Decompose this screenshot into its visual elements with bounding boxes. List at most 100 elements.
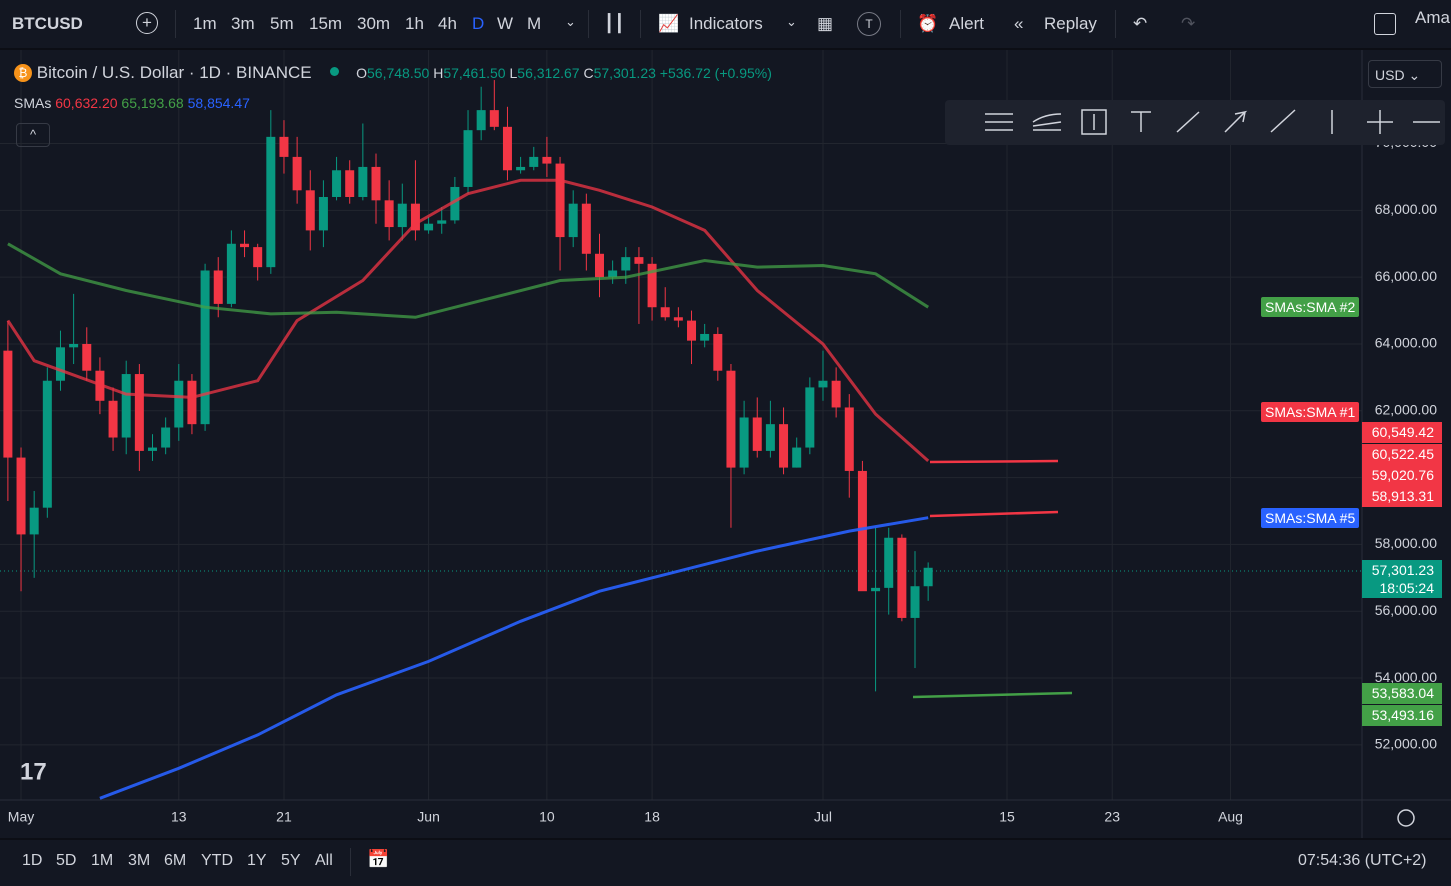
tool[interactable] xyxy=(1081,109,1107,135)
range[interactable]: 3M xyxy=(128,852,151,869)
indicators[interactable]: Indicators xyxy=(689,14,763,33)
candle-body xyxy=(29,507,39,535)
clock: 07:54:36 (UTC+2) xyxy=(1298,852,1427,869)
sma-line xyxy=(99,516,929,800)
y-tick-label: 56,000.00 xyxy=(1375,602,1437,618)
chart-type[interactable]: ┃┃ xyxy=(604,14,625,33)
interval[interactable]: 5m xyxy=(270,14,294,33)
drawing-toolbar xyxy=(945,100,1445,145)
interval[interactable]: M xyxy=(527,14,542,33)
y-tick-label: 66,000.00 xyxy=(1375,268,1437,284)
price-badge: 53,583.04 xyxy=(1362,683,1442,704)
add-symbol[interactable]: + xyxy=(136,12,158,34)
close: 57,301.23 xyxy=(593,65,656,81)
interval[interactable]: 30m xyxy=(357,14,391,33)
coin-icon: ₿ xyxy=(14,64,32,82)
y-tick-label: 54,000.00 xyxy=(1375,669,1437,685)
projection-line xyxy=(929,459,1059,464)
layouts[interactable]: ▦ xyxy=(817,14,834,33)
tool[interactable] xyxy=(1367,110,1393,134)
interval[interactable]: 1m xyxy=(193,14,217,33)
indicators-icon[interactable]: 📈 xyxy=(658,14,680,33)
date-range[interactable]: 📅 xyxy=(367,849,390,869)
settings-icon[interactable] xyxy=(1397,809,1415,827)
range[interactable]: 1D xyxy=(22,852,43,869)
interval[interactable]: 4h xyxy=(438,14,457,33)
candle-body xyxy=(752,417,762,451)
interval-dropdown[interactable]: ⌄ xyxy=(565,14,576,29)
price-badge: 57,301.23 18:05:24 xyxy=(1362,560,1442,598)
price-badge: 58,913.31 xyxy=(1362,486,1442,507)
candle-body xyxy=(660,307,670,318)
currency-select[interactable]: USD ⌄ xyxy=(1368,60,1442,88)
price-badge: 59,020.76 xyxy=(1362,465,1442,486)
candle-body xyxy=(818,380,828,388)
price-badge-text: 53,583.04 xyxy=(1371,685,1434,701)
candle-body xyxy=(529,156,539,167)
undo[interactable]: ↶ xyxy=(1133,14,1148,33)
templates[interactable]: T xyxy=(857,12,881,36)
replay[interactable]: Replay xyxy=(1044,14,1097,33)
low: 56,312.67 xyxy=(517,65,580,81)
price-badge-text: 58,913.31 xyxy=(1371,488,1434,504)
h-label: H xyxy=(433,65,444,81)
interval[interactable]: W xyxy=(497,14,514,33)
projection-line xyxy=(912,691,1073,699)
dropdown[interactable]: ⌄ xyxy=(786,14,797,29)
ohlc: O56,748.50 H57,461.50 L56,312.67 C57,301… xyxy=(356,65,772,81)
tool[interactable] xyxy=(1224,110,1248,133)
candle-body xyxy=(345,170,355,197)
candle-body xyxy=(397,203,407,228)
symbol[interactable]: BTCUSD xyxy=(12,14,83,33)
price-badge-text: 57,301.23 xyxy=(1371,562,1434,578)
collapse-button[interactable]: ^ xyxy=(16,123,50,147)
tool[interactable] xyxy=(1032,113,1062,131)
tool[interactable] xyxy=(985,113,1013,131)
tool[interactable] xyxy=(1176,111,1200,133)
candle-body xyxy=(358,166,368,197)
candle-body xyxy=(318,196,328,231)
x-tick-label: 13 xyxy=(171,809,187,825)
interval[interactable]: 3m xyxy=(231,14,255,33)
replay-icon[interactable]: « xyxy=(1014,14,1024,33)
interval[interactable]: 15m xyxy=(309,14,343,33)
y-tick-label: 64,000.00 xyxy=(1375,335,1437,351)
range[interactable]: 1M xyxy=(91,852,114,869)
l-label: L xyxy=(509,65,518,81)
logo: 17 xyxy=(20,758,47,785)
fullscreen[interactable] xyxy=(1374,13,1396,35)
range[interactable]: YTD xyxy=(201,852,233,869)
candle-body xyxy=(384,200,394,228)
redo[interactable]: ↷ xyxy=(1181,14,1196,33)
alert-icon[interactable]: ⏰ xyxy=(917,14,939,33)
candle-body xyxy=(542,156,552,164)
y-tick-label: 62,000.00 xyxy=(1375,402,1437,418)
candle-body xyxy=(476,110,486,131)
range[interactable]: All xyxy=(315,852,333,869)
candle-body xyxy=(857,470,867,592)
candle-body xyxy=(700,333,710,341)
candle-body xyxy=(805,387,815,448)
range[interactable]: 6M xyxy=(164,852,187,869)
candle-body xyxy=(437,220,447,224)
tool[interactable] xyxy=(1270,109,1296,133)
legend-row: ₿ Bitcoin / U.S. Dollar · 1D · BINANCE O… xyxy=(14,63,772,83)
range[interactable]: 5D xyxy=(56,852,77,869)
y-tick-label: 52,000.00 xyxy=(1375,736,1437,752)
sma-value: 58,854.47 xyxy=(187,95,250,111)
bottom-bar: 1D 5D 1M 3M 6M YTD 1Y 5Y All 📅 07:54:36 (UTC+2) xyxy=(0,838,1451,886)
interval[interactable]: D xyxy=(472,14,485,33)
candle-body xyxy=(779,424,789,468)
price-badge-text: 53,493.16 xyxy=(1371,707,1434,723)
range[interactable]: 1Y xyxy=(247,852,267,869)
account[interactable]: Ama xyxy=(1415,8,1450,27)
x-tick-label: 21 xyxy=(276,809,292,825)
range[interactable]: 5Y xyxy=(281,852,301,869)
alert[interactable]: Alert xyxy=(949,14,984,33)
interval[interactable]: 1h xyxy=(405,14,424,33)
candle-body xyxy=(568,203,578,238)
drawing-tools xyxy=(985,109,1440,135)
candle-body xyxy=(134,374,144,451)
tool[interactable] xyxy=(1131,111,1151,132)
candle-body xyxy=(792,447,802,468)
